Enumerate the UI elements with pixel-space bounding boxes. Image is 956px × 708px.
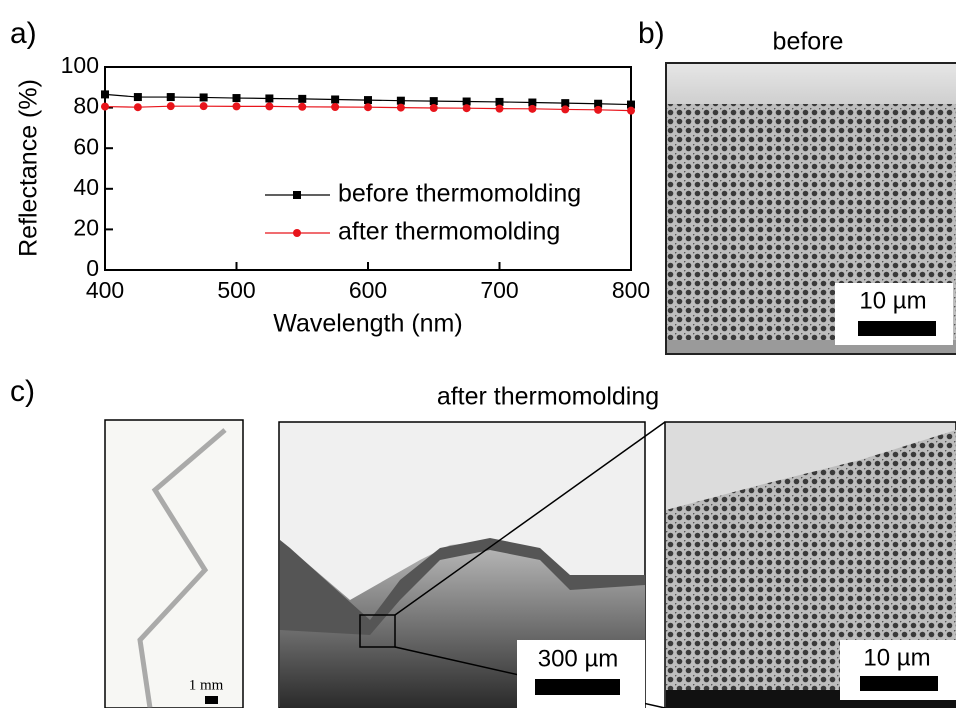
scale-bar — [205, 696, 218, 704]
marker — [396, 96, 405, 105]
y-tick-label: 100 — [61, 52, 99, 78]
scale-box — [517, 640, 645, 708]
marker — [495, 97, 504, 106]
porous-layer — [666, 430, 956, 708]
marker — [396, 103, 405, 112]
y-tick-label: 60 — [73, 133, 99, 159]
marker — [561, 99, 570, 108]
marker — [364, 96, 372, 105]
sem-image-overview: 300 µm — [278, 421, 666, 708]
marker — [166, 93, 175, 102]
sem-image-before: 10 µm — [665, 62, 956, 355]
panel-title: before — [773, 28, 844, 56]
marker — [462, 97, 471, 106]
marker — [462, 104, 471, 113]
y-tick-label: 20 — [73, 214, 99, 240]
x-tick-label: 600 — [349, 277, 387, 303]
x-tick-label: 800 — [612, 277, 650, 303]
marker — [561, 105, 570, 114]
zoom-line — [394, 421, 666, 616]
marker — [133, 93, 142, 102]
y-tick-label: 80 — [73, 93, 99, 119]
scale-text: 1 mm — [189, 677, 224, 693]
legend-marker — [293, 191, 301, 199]
y-tick-label: 0 — [86, 255, 99, 281]
marker — [429, 97, 438, 106]
legend-marker — [293, 229, 301, 237]
panel-label: b) — [638, 17, 665, 50]
marker — [199, 93, 208, 102]
zoom-box — [359, 614, 396, 648]
marker — [199, 102, 208, 111]
legend-label: after thermomolding — [338, 218, 560, 246]
marker — [594, 105, 603, 114]
marker — [265, 102, 274, 111]
scale-bar — [858, 321, 936, 336]
image-frame — [104, 419, 244, 708]
marker — [495, 104, 504, 113]
marker — [429, 104, 438, 113]
x-axis-label: Wavelength (nm) — [273, 310, 462, 338]
marker — [528, 104, 537, 113]
x-tick-label: 400 — [86, 277, 124, 303]
marker — [528, 98, 537, 107]
panel-label: c) — [10, 375, 35, 408]
marker — [101, 90, 109, 99]
marker — [101, 102, 109, 111]
marker — [364, 103, 372, 112]
film — [280, 538, 645, 635]
marker — [133, 103, 142, 112]
marker — [232, 102, 241, 111]
marker — [298, 94, 307, 103]
scale-text: 10 µm — [859, 287, 926, 314]
marker — [265, 94, 274, 103]
marker — [166, 102, 175, 111]
scale-text: 300 µm — [538, 645, 619, 672]
scale-bar — [535, 679, 620, 695]
reflectance-chart: Wavelength (nm) Reflectance (%) 400 500 60… — [15, 52, 651, 338]
marker — [627, 100, 635, 109]
marker — [232, 94, 241, 103]
marker — [594, 99, 603, 108]
legend-label: before thermomolding — [338, 180, 581, 208]
marker — [627, 106, 635, 115]
y-tick-label: 40 — [73, 174, 99, 200]
marker — [331, 102, 340, 111]
scale-text: 10 µm — [863, 644, 930, 671]
surface-layer — [667, 64, 956, 104]
marker — [331, 95, 340, 104]
zigzag — [137, 428, 227, 708]
photo: 1 mm — [104, 419, 244, 708]
y-axis-label: Reflectance (%) — [15, 79, 43, 257]
scale-bar — [860, 676, 938, 691]
sem-image-after: 10 µm — [664, 421, 956, 708]
marker — [298, 102, 307, 111]
x-tick-label: 700 — [480, 277, 518, 303]
panel-label: a) — [10, 17, 37, 50]
x-tick-label: 500 — [217, 277, 255, 303]
panel-title: after thermomolding — [437, 383, 659, 411]
